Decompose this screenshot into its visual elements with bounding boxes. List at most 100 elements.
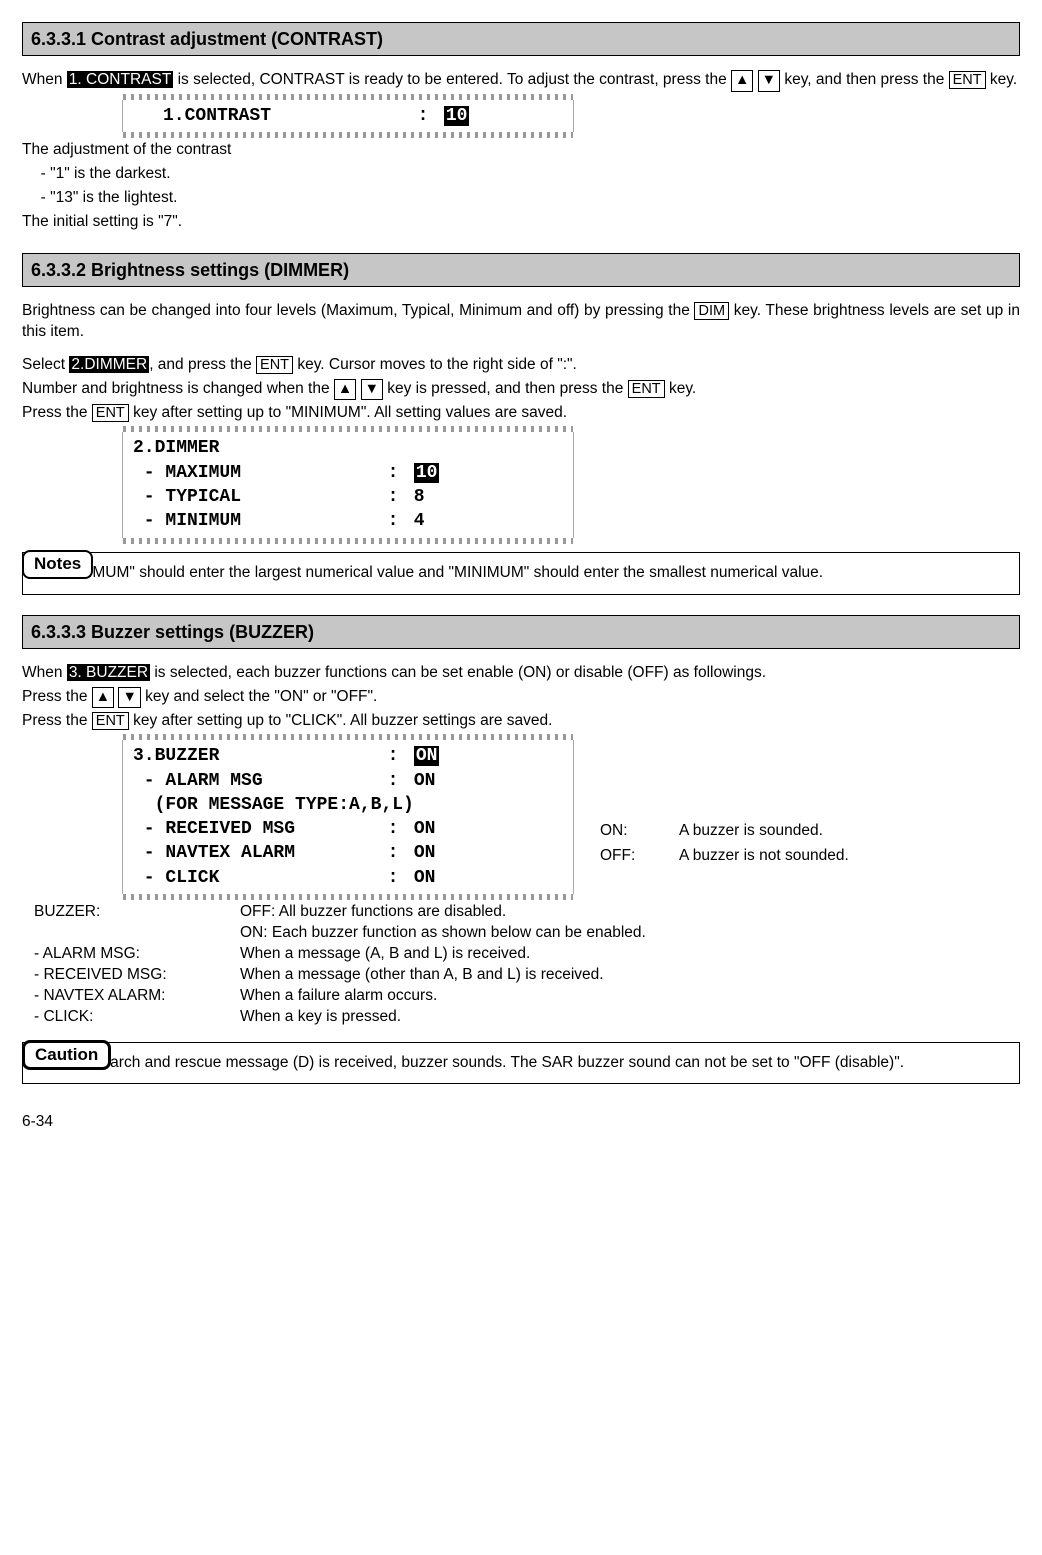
lcd-value: 10 bbox=[433, 104, 469, 128]
def-key: - RECEIVED MSG: bbox=[34, 965, 240, 986]
dimmer-p1: Brightness can be changed into four leve… bbox=[22, 301, 1020, 343]
text: key. bbox=[986, 71, 1018, 88]
lcd-value-hl: ON bbox=[414, 746, 440, 766]
lcd-value-text: ON bbox=[414, 843, 436, 863]
notes-box: "MAXIMUM" should enter the largest numer… bbox=[22, 552, 1020, 595]
text: When bbox=[22, 664, 67, 681]
def-val: When a key is pressed. bbox=[240, 1007, 652, 1028]
lcd-label: 1.CONTRAST bbox=[133, 104, 413, 128]
lcd-colon: : bbox=[383, 769, 403, 793]
lcd-value: ON bbox=[403, 769, 435, 793]
lcd-colon: : bbox=[413, 104, 433, 128]
buzzer-p3: Press the ENT key after setting up to "C… bbox=[22, 711, 1020, 732]
section-heading: 6.3.3.1 Contrast adjustment (CONTRAST) bbox=[22, 22, 1020, 56]
onoff-legend: ON:A buzzer is sounded. OFF:A buzzer is … bbox=[597, 818, 852, 870]
text: key after setting up to "MINIMUM". All s… bbox=[129, 404, 567, 421]
lcd-value: 10 bbox=[403, 461, 439, 485]
table-row: - RECEIVED MSG:When a message (other tha… bbox=[34, 965, 652, 986]
off-label: OFF: bbox=[599, 845, 676, 868]
lcd-colon: : bbox=[383, 485, 403, 509]
lcd-value-hl: 10 bbox=[444, 106, 470, 126]
def-val: OFF: All buzzer functions are disabled. bbox=[240, 902, 652, 923]
def-key: BUZZER: bbox=[34, 902, 240, 923]
lcd-value-text: ON bbox=[414, 868, 436, 888]
lcd-label: - MINIMUM bbox=[133, 509, 383, 533]
text: When bbox=[22, 71, 67, 88]
dimmer-p4: Press the ENT key after setting up to "M… bbox=[22, 403, 1020, 424]
hl-contrast: 1. CONTRAST bbox=[67, 71, 173, 88]
buzzer-defs: BUZZER:OFF: All buzzer functions are dis… bbox=[34, 902, 652, 1028]
def-val: When a message (other than A, B and L) i… bbox=[240, 965, 652, 986]
caution-box: When search and rescue message (D) is re… bbox=[22, 1042, 1020, 1085]
adjust-2: - "13" is the lightest. bbox=[22, 188, 1020, 209]
buzzer-p2: Press the ▲ ▼ key and select the "ON" or… bbox=[22, 687, 1020, 709]
lcd-value: ON bbox=[403, 817, 435, 841]
key-up[interactable]: ▲ bbox=[334, 379, 356, 401]
text: Press the bbox=[22, 712, 92, 729]
off-desc: A buzzer is not sounded. bbox=[678, 845, 850, 868]
text: , and press the bbox=[149, 356, 256, 373]
lcd-label: - MAXIMUM bbox=[133, 461, 383, 485]
def-key: - CLICK: bbox=[34, 1007, 240, 1028]
section2-body: Brightness can be changed into four leve… bbox=[22, 301, 1020, 594]
lcd-colon: : bbox=[383, 461, 403, 485]
caution-label: Caution bbox=[22, 1040, 111, 1071]
lcd-title: 3.BUZZER bbox=[133, 744, 383, 768]
text: Press the bbox=[22, 688, 92, 705]
table-row: - ALARM MSG:When a message (A, B and L) … bbox=[34, 944, 652, 965]
key-down[interactable]: ▼ bbox=[118, 687, 140, 709]
lcd-value-text: ON bbox=[414, 771, 436, 791]
def-val: ON: Each buzzer function as shown below … bbox=[240, 923, 652, 944]
key-up[interactable]: ▲ bbox=[731, 70, 753, 92]
dimmer-p2: Select 2.DIMMER, and press the ENT key. … bbox=[22, 355, 1020, 376]
def-key: - ALARM MSG: bbox=[34, 944, 240, 965]
hl-buzzer: 3. BUZZER bbox=[67, 664, 150, 681]
text: key is pressed, and then press the bbox=[383, 380, 628, 397]
text: Brightness can be changed into four leve… bbox=[22, 302, 694, 319]
text: is selected, CONTRAST is ready to be ent… bbox=[173, 71, 731, 88]
key-ent[interactable]: ENT bbox=[628, 380, 665, 398]
lcd-title: 2.DIMMER bbox=[133, 436, 383, 460]
key-ent[interactable]: ENT bbox=[949, 71, 986, 89]
lcd-value: 4 bbox=[403, 509, 425, 533]
buzzer-p1: When 3. BUZZER is selected, each buzzer … bbox=[22, 663, 1020, 684]
section-heading: 6.3.3.3 Buzzer settings (BUZZER) bbox=[22, 615, 1020, 649]
lcd-value-hl: 10 bbox=[414, 463, 440, 483]
key-ent[interactable]: ENT bbox=[92, 712, 129, 730]
section-heading: 6.3.3.2 Brightness settings (DIMMER) bbox=[22, 253, 1020, 287]
key-ent[interactable]: ENT bbox=[256, 356, 293, 374]
lcd-colon: : bbox=[383, 817, 403, 841]
text: key. Cursor moves to the right side of "… bbox=[293, 356, 577, 373]
table-row: - CLICK:When a key is pressed. bbox=[34, 1007, 652, 1028]
lcd-value-text: ON bbox=[414, 819, 436, 839]
text: key, and then press the bbox=[780, 71, 949, 88]
adjust-line: The adjustment of the contrast bbox=[22, 140, 1020, 161]
key-down[interactable]: ▼ bbox=[758, 70, 780, 92]
text: Number and brightness is changed when th… bbox=[22, 380, 334, 397]
lcd-value: 8 bbox=[403, 485, 425, 509]
key-up[interactable]: ▲ bbox=[92, 687, 114, 709]
lcd-colon: : bbox=[383, 841, 403, 865]
lcd-contrast: 1.CONTRAST : 10 bbox=[122, 100, 574, 132]
lcd-label: - RECEIVED MSG bbox=[133, 817, 383, 841]
section3-body: When 3. BUZZER is selected, each buzzer … bbox=[22, 663, 1020, 1085]
table-row: ON: Each buzzer function as shown below … bbox=[34, 923, 652, 944]
on-desc: A buzzer is sounded. bbox=[678, 820, 850, 843]
lcd-value: ON bbox=[403, 866, 435, 890]
lcd-dimmer: 2.DIMMER - MAXIMUM: 10 - TYPICAL: 8 - MI… bbox=[122, 432, 574, 537]
key-ent[interactable]: ENT bbox=[92, 404, 129, 422]
notes-label: Notes bbox=[22, 550, 93, 579]
buzzer-lcd-block: 3.BUZZER: ON - ALARM MSG: ON (FOR MESSAG… bbox=[22, 740, 1020, 894]
table-row: BUZZER:OFF: All buzzer functions are dis… bbox=[34, 902, 652, 923]
lcd-label: - ALARM MSG bbox=[133, 769, 383, 793]
lcd-label: - CLICK bbox=[133, 866, 383, 890]
def-val: When a failure alarm occurs. bbox=[240, 986, 652, 1007]
lcd-colon: : bbox=[383, 866, 403, 890]
lcd-colon: : bbox=[383, 744, 403, 768]
key-dim[interactable]: DIM bbox=[694, 302, 729, 320]
lcd-value: ON bbox=[403, 744, 439, 768]
adjust-1: - "1" is the darkest. bbox=[22, 164, 1020, 185]
def-val: When a message (A, B and L) is received. bbox=[240, 944, 652, 965]
page-number: 6-34 bbox=[22, 1112, 1020, 1133]
key-down[interactable]: ▼ bbox=[361, 379, 383, 401]
